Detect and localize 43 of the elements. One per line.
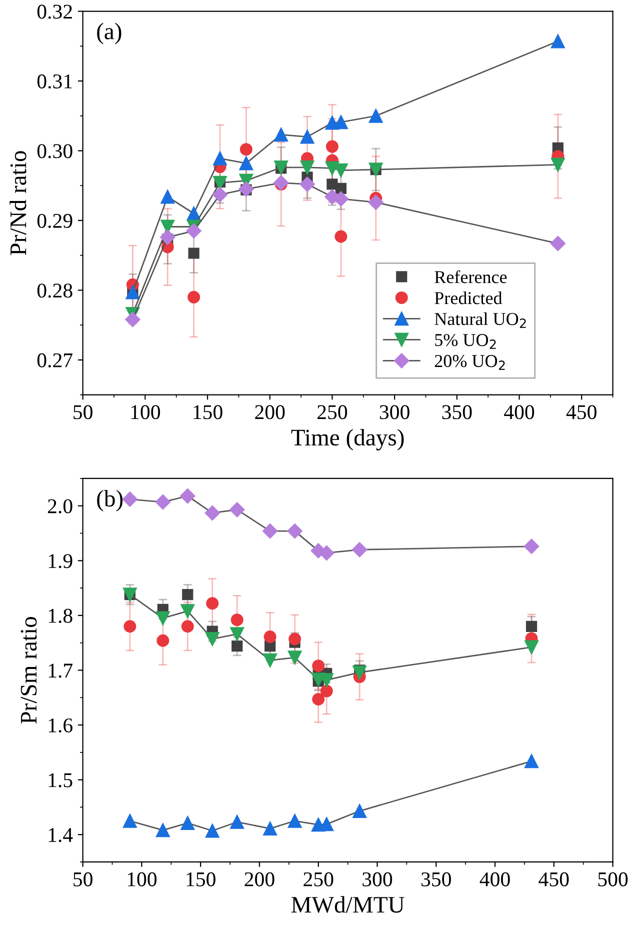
x-tick-label: 400 xyxy=(504,405,534,420)
annotation: (a) xyxy=(97,22,122,44)
x-tick-label: 300 xyxy=(362,872,392,886)
x-tick-label: 250 xyxy=(318,405,348,420)
legend-label: Natural UO$_{2}$ xyxy=(434,312,526,328)
x-tick-label: 450 xyxy=(566,405,596,420)
y-tick-label: 0.31 xyxy=(37,74,72,89)
x-tick-label: 100 xyxy=(128,872,157,886)
x-tick-label: 200 xyxy=(244,872,274,886)
x-tick-label: 100 xyxy=(131,405,160,420)
annotation: (b) xyxy=(97,490,123,512)
y-tick-label: 0.30 xyxy=(37,144,72,158)
x-tick-label: 200 xyxy=(255,405,285,420)
y-tick-label: 1.4 xyxy=(48,828,73,842)
x-tick-label: 400 xyxy=(480,872,510,886)
y-tick-label: 1.5 xyxy=(48,773,72,788)
x-tick-label: 350 xyxy=(422,872,451,886)
x-tick-label: 50 xyxy=(74,872,92,886)
y-tick-label: 0.32 xyxy=(37,4,72,19)
y-tick-label: 1.6 xyxy=(48,718,72,733)
x-axis-title: Time (days) xyxy=(291,428,404,450)
x-tick-label: 150 xyxy=(194,405,222,420)
x-tick-label: 150 xyxy=(186,872,216,886)
x-tick-label: 350 xyxy=(442,405,472,420)
x-tick-label: 50 xyxy=(74,405,92,420)
y-tick-label: 0.27 xyxy=(37,353,72,368)
legend-label: 20% UO$_{2}$ xyxy=(434,354,505,370)
y-tick-label: 2.0 xyxy=(48,499,72,514)
legend-label: Predicted xyxy=(434,292,502,304)
legend-label: Reference xyxy=(434,270,507,284)
y-tick-label: 0.29 xyxy=(37,214,72,228)
y-tick-label: 1.9 xyxy=(48,554,72,568)
y-tick-label: 0.28 xyxy=(37,284,72,298)
y-tick-label: 1.8 xyxy=(48,608,72,623)
x-tick-label: 300 xyxy=(380,405,410,420)
x-tick-label: 250 xyxy=(304,872,334,886)
y-axis-title: Pr/Nd ratio xyxy=(10,151,26,256)
x-tick-label: 500 xyxy=(598,872,628,886)
x-tick-label: 450 xyxy=(538,872,569,886)
y-axis-title: Pr/Sm ratio xyxy=(20,617,37,724)
y-tick-label: 1.7 xyxy=(48,664,72,678)
legend-label: 5% UO$_{2}$ xyxy=(435,334,496,349)
x-axis-title: MWd/MTU xyxy=(291,896,404,913)
